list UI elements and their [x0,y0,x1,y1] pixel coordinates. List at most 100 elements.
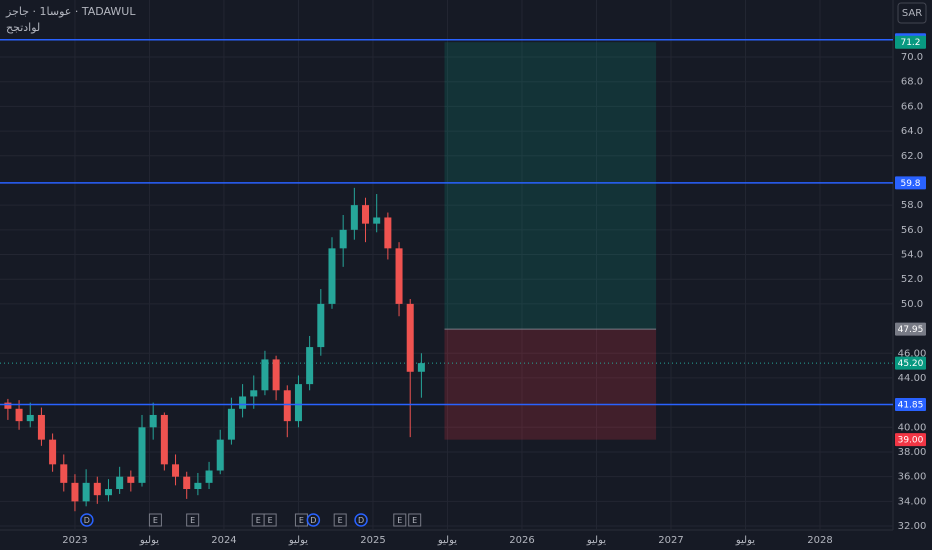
candle-body [261,359,269,391]
target-zone [444,42,657,330]
earnings-marker [408,513,422,527]
candle-body [127,476,135,483]
x-tick-label: 2028 [807,535,832,546]
earnings-marker [333,513,347,527]
candle-body [339,229,347,249]
candle-body [417,363,425,372]
event-label: E [338,516,343,525]
candle-body [250,390,258,397]
dividend-marker [354,513,368,527]
y-tick-label: 40.00 [898,422,927,433]
price-axis-bg [893,0,932,550]
x-tick-label: يوليو [735,535,755,546]
candle-body [216,439,224,471]
y-tick-label: 32.00 [898,521,927,532]
y-tick-label: 58.0 [901,200,923,211]
dividend-marker [306,513,321,527]
candle-body [384,217,392,249]
y-tick-label: 52.0 [901,274,923,285]
price-label: 47.95 [898,325,924,335]
candle-body [82,482,90,502]
earnings-marker [148,513,162,527]
y-tick-label: 38.00 [898,447,927,458]
y-tick-label: 66.0 [901,101,923,112]
y-tick-label: 44.00 [898,373,927,384]
candle-body [183,476,191,490]
candle-body [116,476,124,490]
y-tick-label: 46.00 [898,348,927,359]
candle-body [49,439,57,465]
candle-body [328,248,336,304]
event-label: E [268,516,273,525]
x-tick-label: يوليو [288,535,308,546]
price-label: 59.8 [900,179,920,189]
candle-body [227,408,235,440]
x-tick-label: 2023 [62,535,87,546]
price-label: 41.85 [898,400,924,410]
event-label: E [190,516,195,525]
x-tick-label: يوليو [586,535,606,546]
candle-body [294,384,302,422]
x-tick-label: 2026 [509,535,534,546]
currency[interactable]: SAR [902,8,922,19]
y-tick-label: 34.00 [898,496,927,507]
candle-body [194,482,202,490]
stop-zone [444,329,657,440]
symbol-name: لوادتجح [6,21,40,34]
candle-body [71,482,79,502]
candle-body [93,482,101,496]
y-tick-label: 70.0 [901,52,923,63]
event-label: E [299,516,304,525]
event-label: E [397,516,402,525]
candle-body [350,205,358,230]
event-label: D [358,516,364,525]
candle-body [239,396,247,409]
price-label: 71.2 [900,38,920,48]
price-label: 39.00 [898,436,924,446]
candle-body [37,414,45,440]
event-label: E [256,516,261,525]
x-tick-label: 2025 [360,535,385,546]
price-label-bg [895,322,926,336]
candle-body [15,408,23,422]
x-tick-label: يوليو [437,535,457,546]
candle-body [172,464,180,477]
price-label-bg [895,433,926,447]
event-label: D [310,516,316,525]
price-label-bg [895,356,926,370]
price-label-bg [895,176,926,190]
y-tick-label: 50.0 [901,299,923,310]
currency-button[interactable] [897,2,927,24]
y-tick-label: 36.00 [898,472,927,483]
y-tick-label: 62.0 [901,151,923,162]
y-tick-label: 64.0 [901,126,923,137]
y-tick-label: 56.0 [901,225,923,236]
candle-body [373,217,381,224]
dividend-marker [80,513,94,527]
candle-body [205,470,213,483]
y-tick-label: 68.0 [901,77,923,88]
event-label: E [153,516,158,525]
symbol: عوسا1 · جاجز · TADAWUL [5,5,136,18]
price-label-bg [895,35,926,49]
candle-body [104,489,112,496]
price-label: 45.20 [898,359,924,369]
candle-body [317,303,325,348]
candle-body [60,464,68,483]
candle-body [283,390,291,422]
candle-body [149,414,157,428]
candle-body [272,359,280,391]
y-tick-label: 54.0 [901,250,923,261]
candle-body [306,347,314,385]
x-tick-label: يوليو [139,535,159,546]
candle-body [406,303,414,372]
candle-body [26,414,34,422]
candle-body [395,248,403,304]
earnings-marker [186,513,200,527]
event-label: D [84,516,90,525]
x-tick-label: 2024 [211,535,236,546]
x-tick-label: 2027 [658,535,683,546]
event-label: E [412,516,417,525]
earnings-marker [393,513,407,527]
